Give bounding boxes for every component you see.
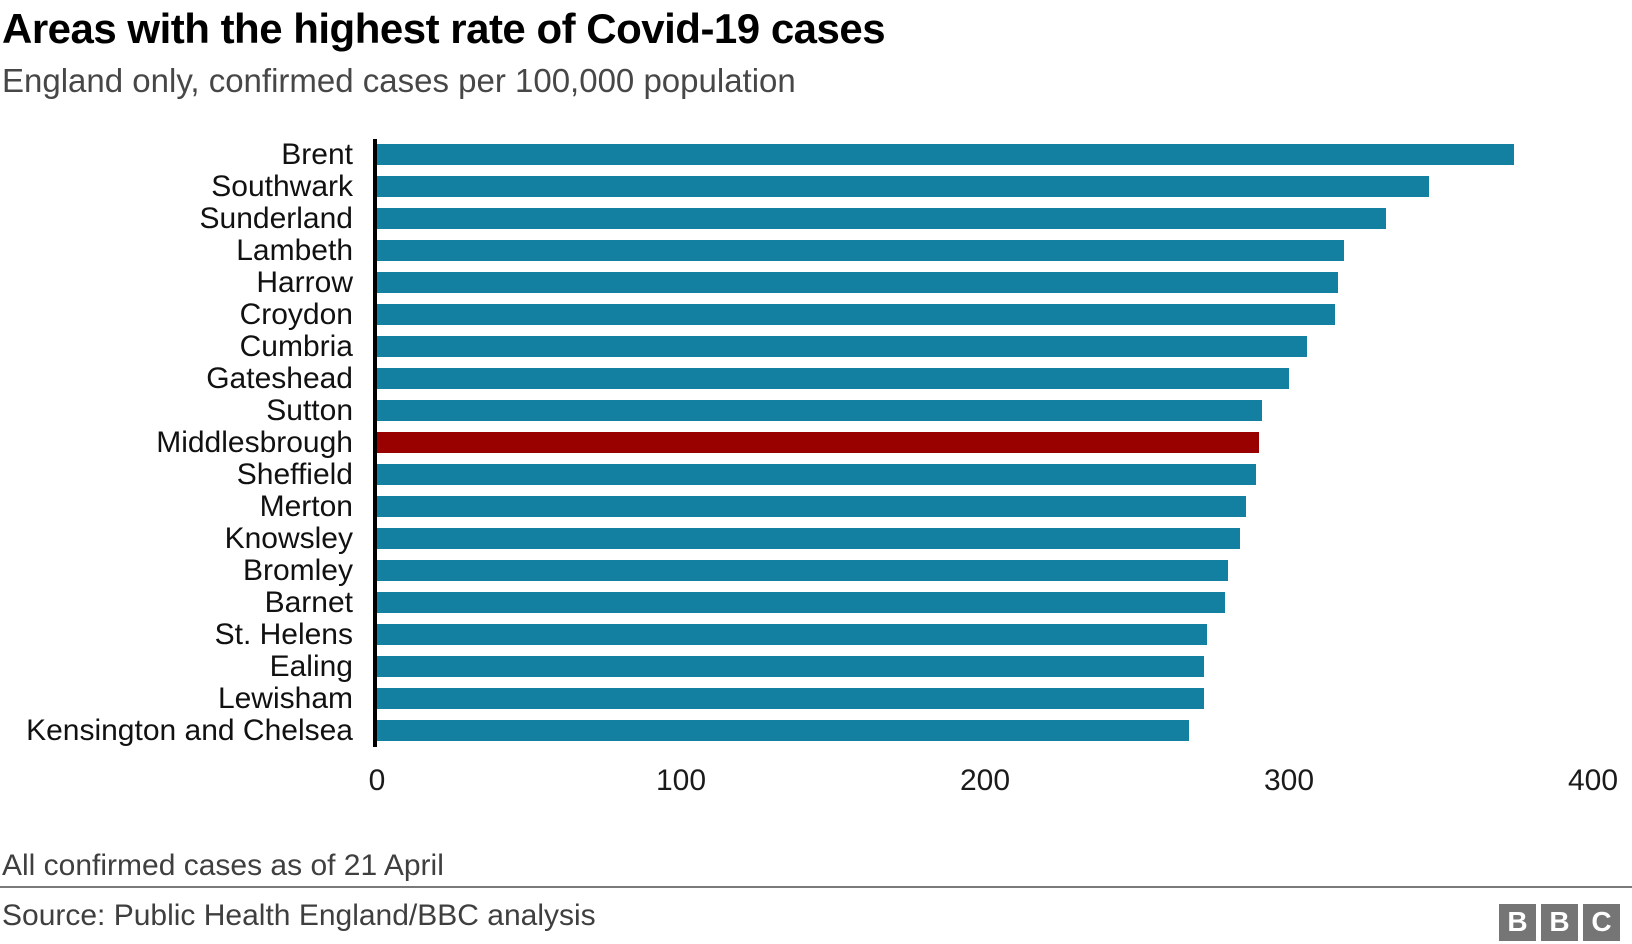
bar-track — [373, 426, 1593, 459]
chart-row-merton: Merton — [0, 489, 1632, 523]
chart-row-ealing: Ealing — [0, 649, 1632, 683]
category-label: Lewisham — [217, 681, 353, 715]
bar-brent — [377, 144, 1514, 166]
bar-track — [373, 266, 1593, 299]
bar-track — [373, 394, 1593, 427]
chart-row-middlesbrough: Middlesbrough — [0, 425, 1632, 459]
chart-subtitle: England only, confirmed cases per 100,00… — [2, 62, 796, 100]
bar-southwark — [377, 176, 1429, 198]
category-label: Brent — [281, 137, 353, 171]
bar-cumbria — [377, 336, 1308, 358]
bar-track — [373, 490, 1593, 523]
category-label: Bromley — [242, 553, 353, 587]
bar-st-helens — [377, 624, 1207, 646]
chart-row-lewisham: Lewisham — [0, 681, 1632, 715]
x-tick-300: 300 — [1263, 763, 1315, 797]
chart-row-harrow: Harrow — [0, 265, 1632, 299]
bbc-logo-block: B — [1541, 903, 1578, 941]
bar-track — [373, 522, 1593, 555]
category-label: Sunderland — [199, 201, 353, 235]
chart-row-sheffield: Sheffield — [0, 457, 1632, 491]
category-label: Kensington and Chelsea — [26, 713, 353, 747]
bar-lambeth — [377, 240, 1344, 262]
chart-row-cumbria: Cumbria — [0, 329, 1632, 363]
bar-track — [373, 362, 1593, 395]
category-label: St. Helens — [214, 617, 353, 651]
bar-barnet — [377, 592, 1226, 614]
x-tick-400: 400 — [1567, 763, 1619, 797]
category-label: Knowsley — [224, 521, 353, 555]
chart-row-sunderland: Sunderland — [0, 201, 1632, 235]
chart-row-gateshead: Gateshead — [0, 361, 1632, 395]
category-label: Gateshead — [206, 361, 353, 395]
bar-middlesbrough — [377, 432, 1259, 454]
category-label: Middlesbrough — [156, 425, 353, 459]
bar-track — [373, 714, 1593, 747]
bar-croydon — [377, 304, 1335, 326]
category-label: Lambeth — [236, 233, 353, 267]
chart-row-sutton: Sutton — [0, 393, 1632, 427]
category-label: Sutton — [266, 393, 353, 427]
chart-row-lambeth: Lambeth — [0, 233, 1632, 267]
bar-track — [373, 682, 1593, 715]
chart-row-croydon: Croydon — [0, 297, 1632, 331]
bar-lewisham — [377, 688, 1204, 710]
divider — [0, 885, 1632, 888]
x-axis: 0 100 200 300 400 — [369, 763, 1618, 799]
x-tick-0: 0 — [368, 763, 386, 797]
chart-row-southwark: Southwark — [0, 169, 1632, 203]
bar-track — [373, 554, 1593, 587]
bar-sheffield — [377, 464, 1256, 486]
bar-merton — [377, 496, 1247, 518]
category-label: Southwark — [211, 169, 353, 203]
category-label: Harrow — [256, 265, 353, 299]
bar-track — [373, 138, 1593, 171]
chart-row-kensington-and-chelsea: Kensington and Chelsea — [0, 713, 1632, 747]
bar-track — [373, 586, 1593, 619]
footnote: All confirmed cases as of 21 April — [2, 848, 444, 882]
bar-knowsley — [377, 528, 1241, 550]
chart-row-knowsley: Knowsley — [0, 521, 1632, 555]
bar-gateshead — [377, 368, 1289, 390]
bar-track — [373, 298, 1593, 331]
bar-track — [373, 170, 1593, 203]
chart-row-bromley: Bromley — [0, 553, 1632, 587]
bar-track — [373, 458, 1593, 491]
category-label: Croydon — [239, 297, 353, 331]
chart-title: Areas with the highest rate of Covid-19 … — [2, 5, 886, 52]
bar-chart: Brent Southwark Sunderland Lambeth Harrow Cro… — [0, 137, 1632, 799]
chart-rows: Brent Southwark Sunderland Lambeth Harrow Cro… — [0, 137, 1632, 747]
bar-sunderland — [377, 208, 1387, 230]
bar-ealing — [377, 656, 1204, 678]
x-tick-100: 100 — [655, 763, 707, 797]
bar-track — [373, 330, 1593, 363]
source-text: Source: Public Health England/BBC analys… — [2, 898, 596, 932]
chart-row-brent: Brent — [0, 137, 1632, 171]
bar-bromley — [377, 560, 1229, 582]
bar-track — [373, 202, 1593, 235]
bar-sutton — [377, 400, 1262, 422]
category-label: Merton — [259, 489, 353, 523]
category-label: Ealing — [269, 649, 353, 683]
x-tick-200: 200 — [959, 763, 1011, 797]
bar-track — [373, 618, 1593, 651]
bbc-logo-block: C — [1583, 903, 1620, 941]
bbc-logo-block: B — [1499, 903, 1536, 941]
bar-kensington-and-chelsea — [377, 720, 1189, 742]
chart-row-st-helens: St. Helens — [0, 617, 1632, 651]
category-label: Barnet — [264, 585, 353, 619]
bar-harrow — [377, 272, 1338, 294]
chart-row-barnet: Barnet — [0, 585, 1632, 619]
bar-track — [373, 650, 1593, 683]
category-label: Sheffield — [236, 457, 353, 491]
source-row: Source: Public Health England/BBC analys… — [0, 888, 1632, 941]
category-label: Cumbria — [239, 329, 353, 363]
bar-track — [373, 234, 1593, 267]
